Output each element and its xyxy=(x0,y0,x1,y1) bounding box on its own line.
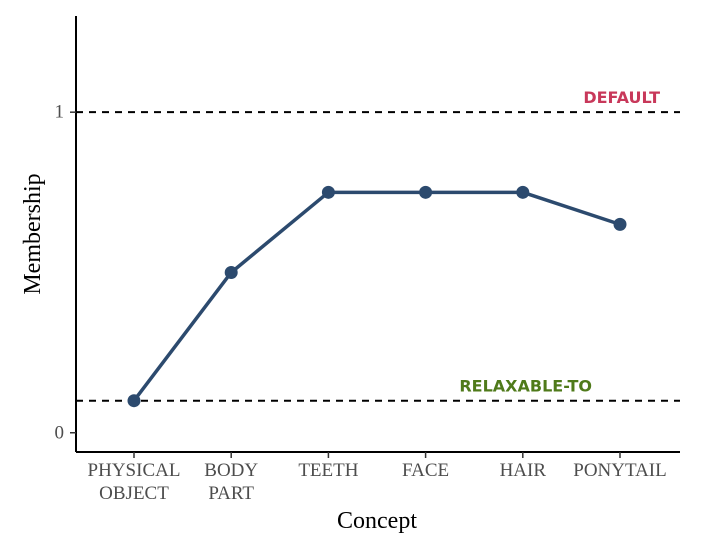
axes xyxy=(75,16,680,453)
x-tick-label-5-0: PONYTAIL xyxy=(573,460,666,481)
default-label: DEFAULT xyxy=(583,88,660,107)
data-point-2 xyxy=(321,185,335,199)
series xyxy=(127,185,627,408)
data-point-1 xyxy=(224,265,238,279)
data-point-3 xyxy=(419,185,433,199)
y-ticks: 0 1 xyxy=(55,102,76,443)
y-tick-label-0: 0 xyxy=(55,422,65,443)
data-point-4 xyxy=(516,185,530,199)
x-tick-label-4-0: HAIR xyxy=(500,460,547,481)
x-tick-label-1-1: PART xyxy=(208,483,254,504)
points xyxy=(127,185,627,408)
y-axis-title: Membership xyxy=(20,173,46,294)
x-tick-label-3-0: FACE xyxy=(402,460,449,481)
y-tick-label-1: 1 xyxy=(55,102,65,123)
membership-line xyxy=(132,190,622,403)
data-point-5 xyxy=(613,217,627,231)
relaxable-to-label: RELAXABLE-TO xyxy=(459,377,592,396)
x-axis-title: Concept xyxy=(337,508,417,534)
x-tick-label-0-1: OBJECT xyxy=(99,483,169,504)
x-tick-label-1-0: BODY xyxy=(204,460,258,481)
x-tick-label-2-0: TEETH xyxy=(298,460,358,481)
x-tick-label-0-0: PHYSICAL xyxy=(88,460,181,481)
reference-lines: DEFAULT RELAXABLE-TO xyxy=(76,88,680,402)
data-point-0 xyxy=(127,394,141,408)
